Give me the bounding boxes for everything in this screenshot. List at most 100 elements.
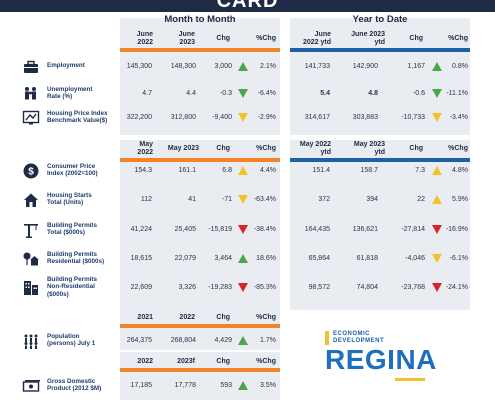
row-label: Employment [47,62,85,70]
population-icon [22,332,40,350]
month-value-prev: 41,224 [130,226,152,233]
shade-month-d [120,352,280,400]
month-value-chg: 4,429 [214,337,232,344]
month-value-prev: 4.7 [142,90,152,97]
row-label: Gross Domestic Product (2012 $M) [47,377,102,392]
header-underline-month [120,48,280,52]
trend-arrow-icon [432,166,442,175]
ytd-value-curr: 136,621 [352,226,378,233]
header-underline-month-b [120,158,280,162]
header-ytd-pct-chg: %Chg [448,35,468,42]
trend-arrow-icon [238,113,248,122]
row-label: Building Permits Residential ($000s) [47,250,105,265]
month-value-chg: 6.8 [222,167,232,174]
month-value-pct-chg: 4.4% [260,167,276,174]
ytd-value-chg: -10,733 [401,114,425,121]
row-label: Population (persons) July 1 [47,332,96,347]
trend-arrow-icon [238,254,248,263]
header-june-2023: June 2023 [178,31,195,46]
logo-underline [395,378,425,381]
header-underline-month-c [120,324,280,328]
header-ytd-pct-chg-b: %Chg [448,145,468,152]
header-ytd-chg-b: Chg [409,145,423,152]
header-2022: 2022 [179,314,195,321]
month-value-chg: 3,464 [214,255,232,262]
month-value-prev: 322,200 [126,114,152,121]
ytd-value-prev: 141,733 [304,63,330,70]
ytd-value-pct-chg: -3.4% [449,114,468,121]
month-value-curr: 268,804 [170,337,196,344]
ytd-value-curr: 61,818 [356,255,378,262]
trend-arrow-icon [238,62,248,71]
briefcase-icon [22,58,40,76]
month-value-curr: 41 [188,196,196,203]
logo-line1: ECONOMIC [333,331,370,337]
month-value-curr: 17,778 [174,382,196,389]
month-value-prev: 17,185 [130,382,152,389]
row-label: Unemployment Rate (%) [47,85,93,100]
ytd-value-curr: 142,900 [352,63,378,70]
trend-arrow-icon [432,283,442,292]
ytd-value-chg: -23,768 [401,284,425,291]
month-value-chg: 3,000 [214,63,232,70]
shade-month-b [120,140,280,310]
month-value-chg: -19,283 [208,284,232,291]
header-pct-chg-c: %Chg [256,314,276,321]
month-value-chg: 593 [220,382,232,389]
ytd-value-chg: -4,046 [405,255,425,262]
ytd-value-chg: -27,814 [401,226,425,233]
header-pct-chg: %Chg [256,35,276,42]
svg-text:$: $ [28,167,34,178]
header-chg-d: Chg [216,358,230,365]
crane-icon [22,221,40,239]
logo-line2: DEVELOPMENT [333,338,385,344]
trend-arrow-icon [238,283,248,292]
ytd-value-pct-chg: 0.8% [452,63,468,70]
row-label: Consumer Price Index (2002=100) [47,162,98,177]
trend-arrow-icon [432,89,442,98]
ytd-value-chg: -0.6 [412,90,425,97]
row-label: Housing Price Index Benchmark Value($) [47,109,108,124]
header-underline-month-d [120,368,280,372]
month-value-chg: -9,400 [212,114,232,121]
month-value-pct-chg: -63.4% [253,196,276,203]
month-value-pct-chg: -85.3% [253,284,276,291]
header-chg: Chg [216,35,230,42]
trend-arrow-icon [432,62,442,71]
month-value-pct-chg: 1.7% [260,337,276,344]
ytd-value-prev: 98,572 [308,284,330,291]
month-value-chg: -0.3 [219,90,232,97]
trend-arrow-icon [238,166,248,175]
ytd-value-prev: 164,435 [304,226,330,233]
row-label: Housing Starts Total (Units) [47,191,92,206]
trend-arrow-icon [432,254,442,263]
ytd-value-pct-chg: 4.8% [452,167,468,174]
header-may-2023: May 2023 [167,145,199,152]
ytd-value-prev: 372 [318,196,330,203]
ytd-value-prev: 65,864 [308,255,330,262]
header-chg-b: Chg [216,145,230,152]
trend-arrow-icon [238,381,248,390]
houses-trees-icon [22,250,40,268]
ytd-value-curr: 74,804 [356,284,378,291]
house-price-icon [22,109,40,127]
ytd-value-curr: 158.7 [360,167,378,174]
header-june-2022: June 2022 [136,31,153,46]
header-pct-chg-d: %Chg [256,358,276,365]
month-value-prev: 145,300 [126,63,152,70]
month-value-pct-chg: 18.6% [256,255,276,262]
section-year-to-date: Year to Date [352,14,408,25]
header-june-2023-ytd: June 2023 ytd [351,31,385,46]
buildings-icon [22,279,40,297]
month-value-curr: 25,405 [174,226,196,233]
trend-arrow-icon [432,195,442,204]
month-value-prev: 154.3 [134,167,152,174]
row-label: Building Permits Total ($000s) [47,221,98,236]
month-value-pct-chg: -6.4% [257,90,276,97]
header-underline-ytd [290,48,470,52]
people-icon [22,85,40,103]
trend-arrow-icon [238,89,248,98]
report-title: CARD [216,0,279,12]
logo-accent-bar [325,331,329,345]
dollar-icon: $ [22,162,40,180]
